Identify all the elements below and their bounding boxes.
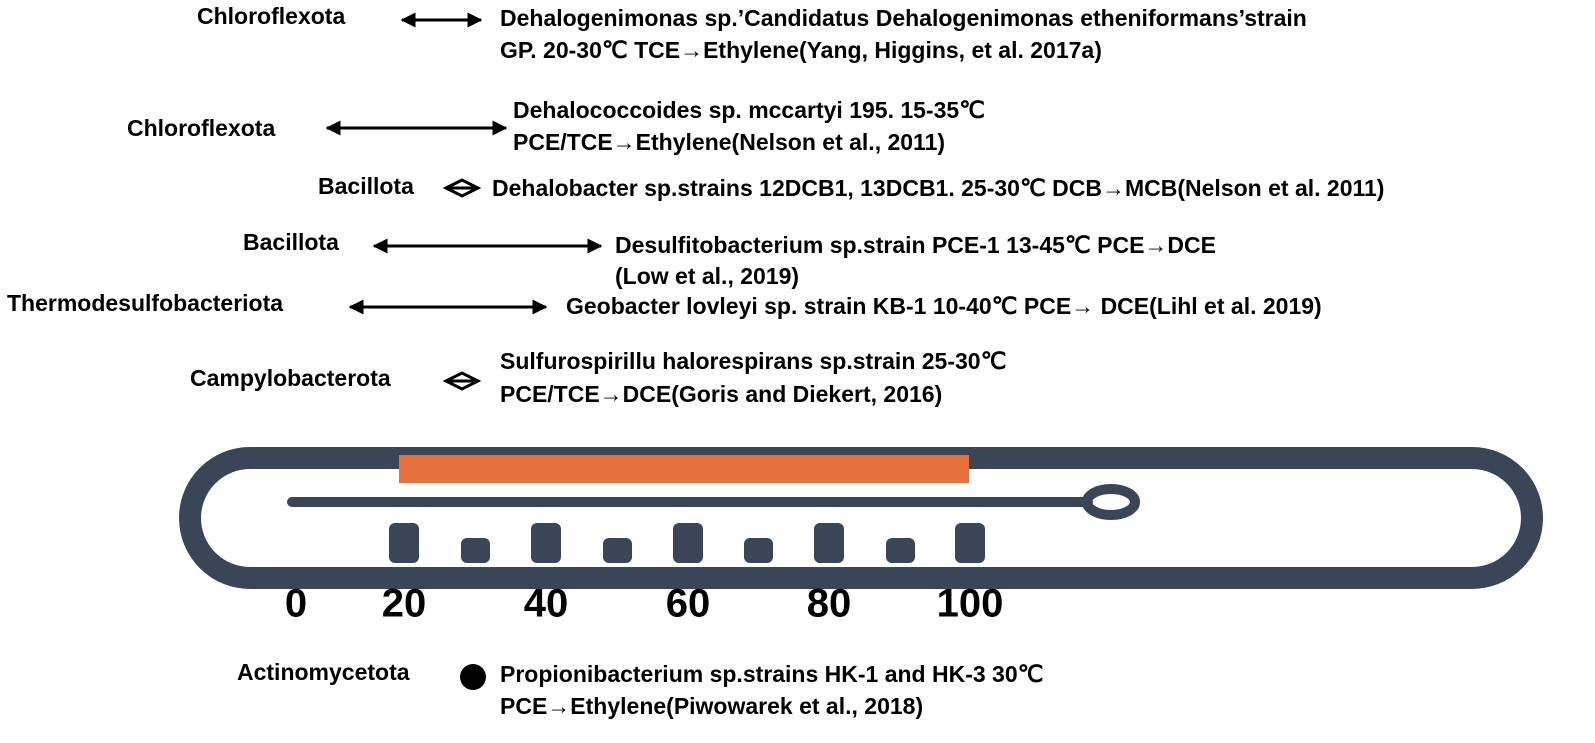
- strain-info: Sulfurospirillu halorespirans sp.strain …: [500, 348, 1006, 374]
- ticks: [389, 523, 985, 563]
- scale-label: 80: [807, 582, 852, 626]
- strain-info: PCE/TCE→Ethylene(Nelson et al., 2011): [513, 129, 945, 155]
- dot: [460, 664, 486, 690]
- strain-info: Dehalobacter sp.strains 12DCB1, 13DCB1. …: [492, 175, 1384, 201]
- scale-label: 60: [666, 582, 711, 626]
- strain-info: PCE/TCE→DCE(Goris and Diekert, 2016): [500, 381, 942, 407]
- strain-info: GP. 20-30℃ TCE→Ethylene(Yang, Higgins, e…: [500, 37, 1102, 63]
- strain-info: (Low et al., 2019): [615, 263, 799, 289]
- phylum: Campylobacterota: [190, 365, 391, 391]
- bulb: [1082, 484, 1140, 520]
- scale-label: 0: [285, 582, 307, 626]
- strain-info: Dehalogenimonas sp.’Candidatus Dehalogen…: [500, 5, 1307, 31]
- strain-info: Dehalococcoides sp. mccartyi 195. 15-35℃: [513, 97, 985, 123]
- phylum: Chloroflexota: [197, 3, 345, 29]
- arrow: [442, 371, 482, 391]
- strain-info: Geobacter lovleyi sp. strain KB-1 10-40℃…: [566, 293, 1322, 319]
- phylum: Thermodesulfobacteriota: [7, 290, 283, 316]
- scale-label: 20: [382, 582, 427, 626]
- phylum: Bacillota: [243, 229, 339, 255]
- strain-info: PCE→Ethylene(Piwowarek et al., 2018): [500, 693, 923, 719]
- phylum: Bacillota: [318, 173, 414, 199]
- strain-info: Propionibacterium sp.strains HK-1 and HK…: [500, 661, 1043, 687]
- phylum: Actinomycetota: [237, 659, 410, 685]
- strain-info: Desulfitobacterium sp.strain PCE-1 13-45…: [615, 232, 1216, 258]
- scale-label: 40: [524, 582, 569, 626]
- arrow: [442, 178, 482, 198]
- range-bar: [399, 455, 969, 483]
- scale-label: 100: [937, 582, 1004, 626]
- phylum: Chloroflexota: [127, 115, 275, 141]
